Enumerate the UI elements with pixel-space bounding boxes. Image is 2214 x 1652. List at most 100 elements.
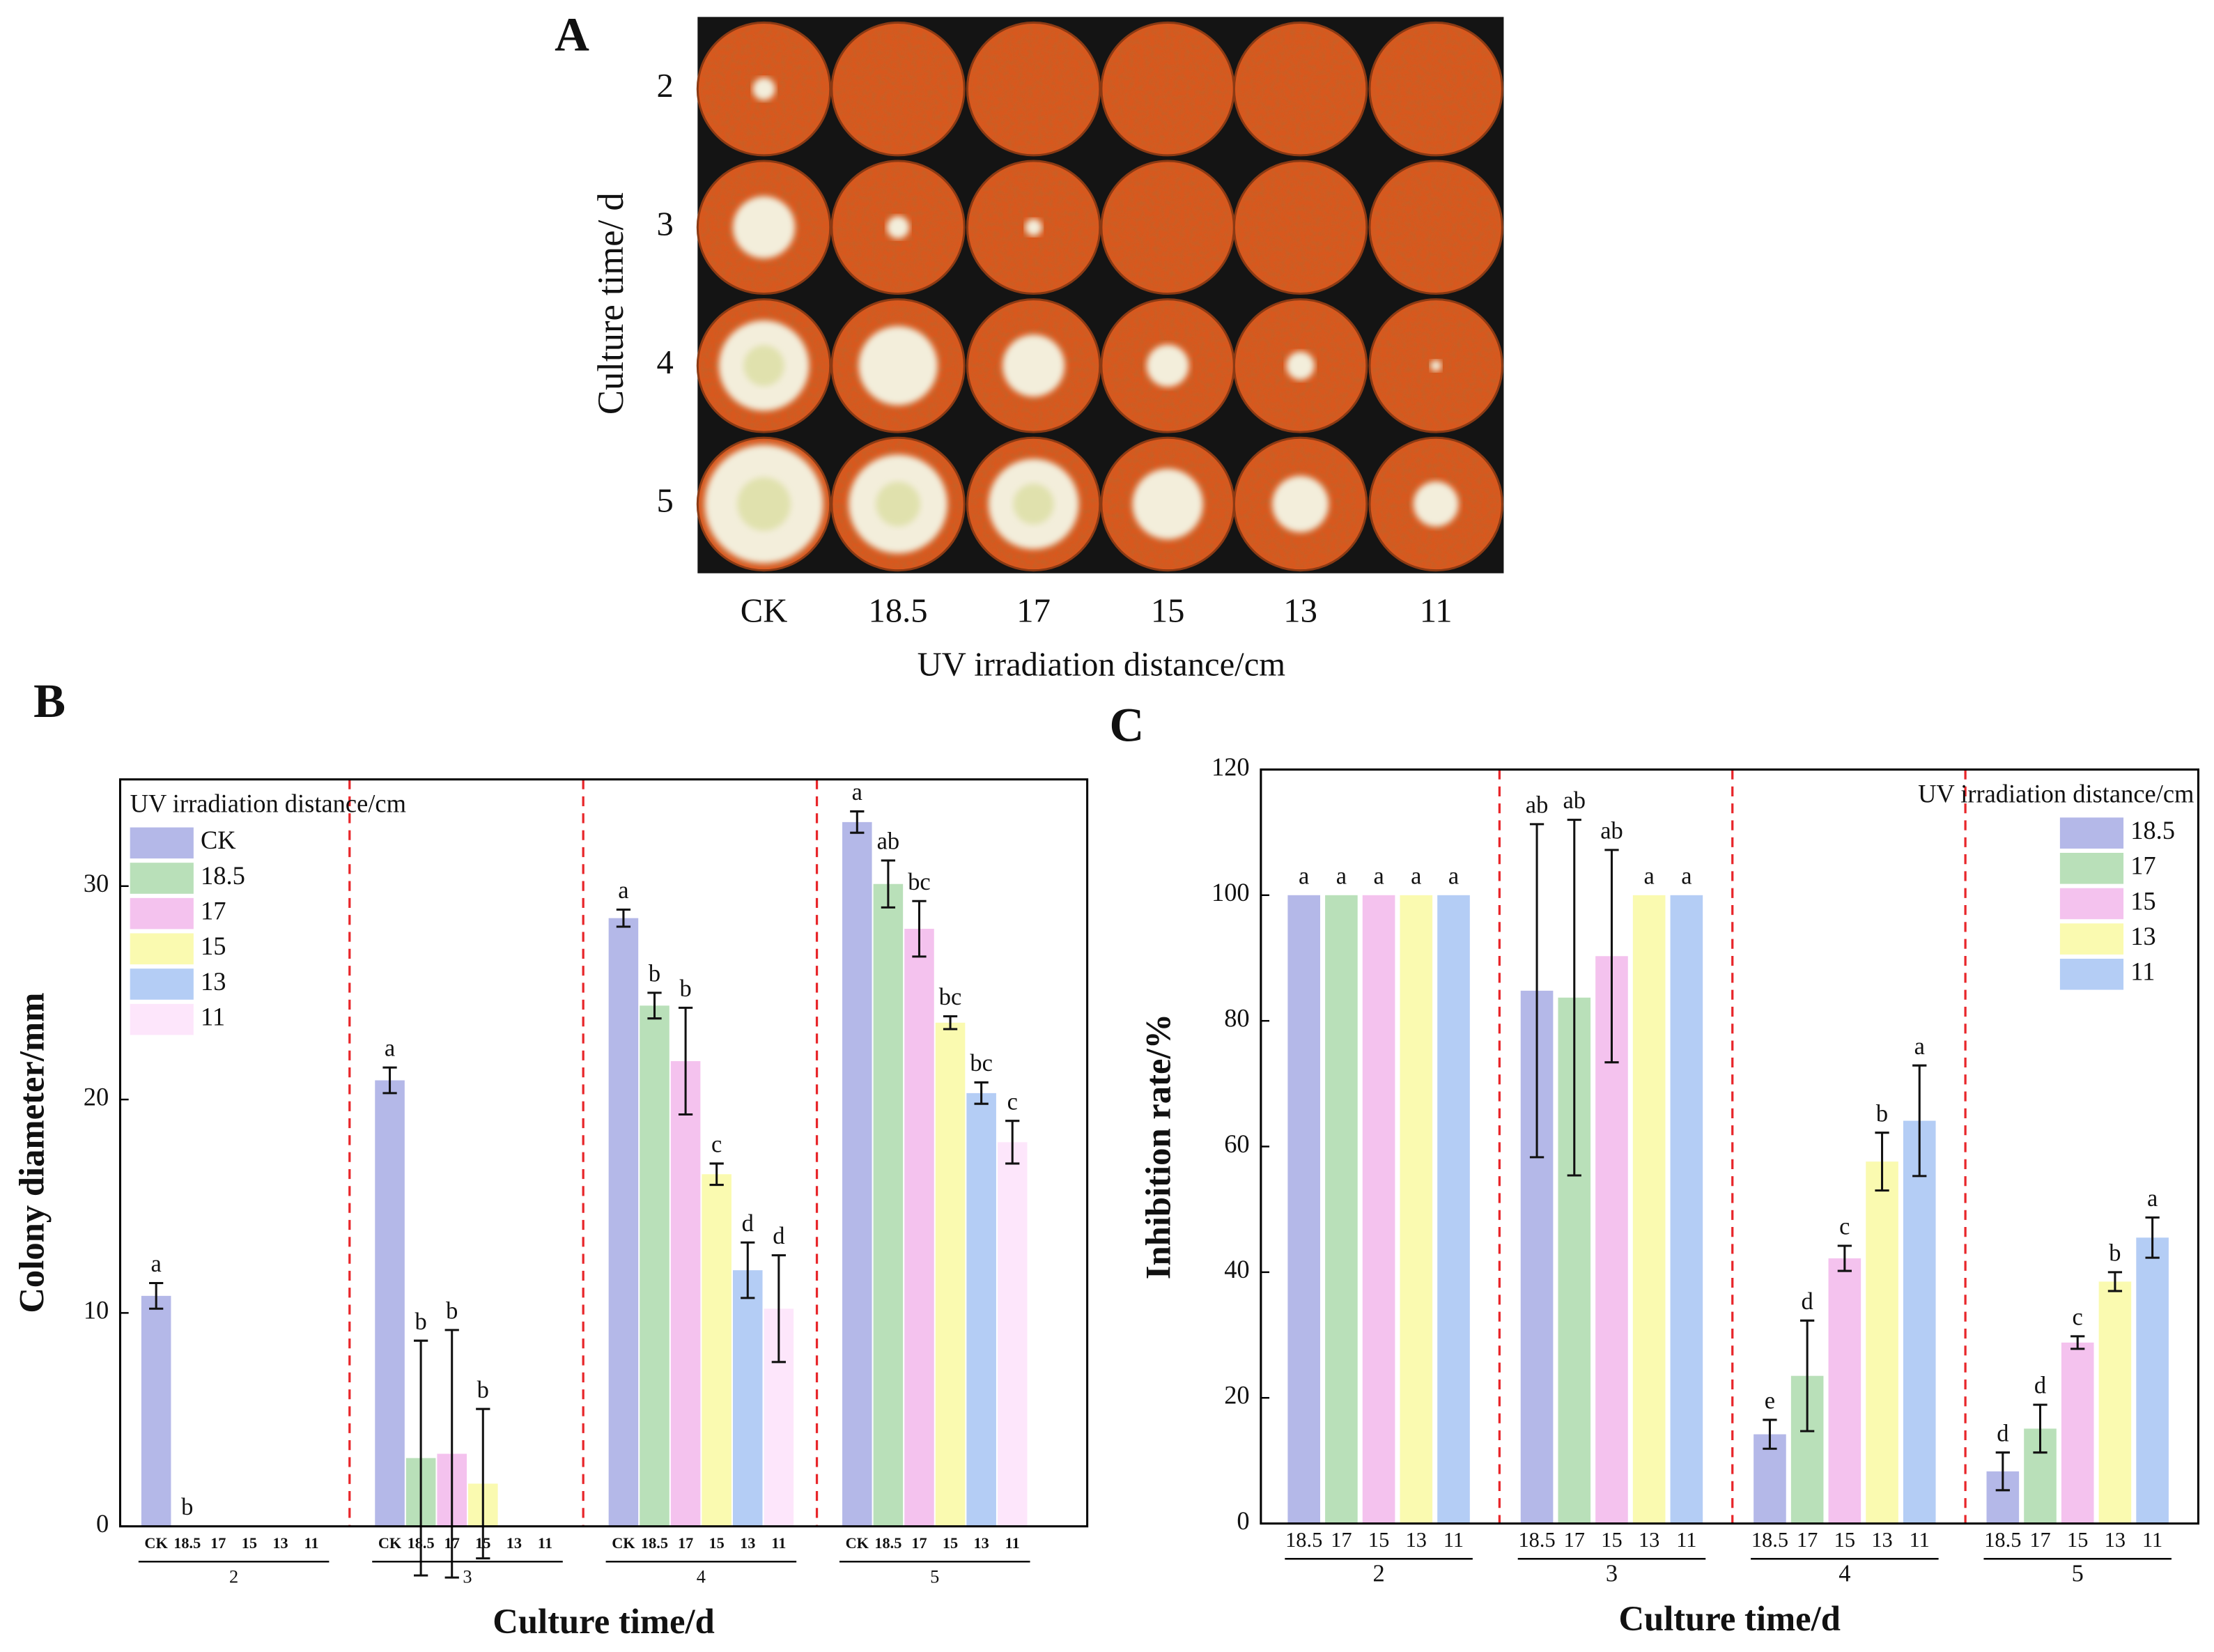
- row-label: 2: [657, 67, 674, 105]
- x-tick-label: 17: [2029, 1528, 2050, 1552]
- legend-label: 18.5: [2130, 817, 2175, 844]
- x-tick-label: 11: [1676, 1528, 1696, 1552]
- significance-label: a: [1411, 863, 1421, 889]
- x-tick-label: 18.5: [874, 1534, 901, 1552]
- x-tick-label: CK: [846, 1534, 869, 1552]
- significance-label: b: [477, 1377, 489, 1403]
- legend-swatch: [130, 827, 194, 859]
- bar: [1287, 895, 1321, 1524]
- colony: [1003, 334, 1065, 397]
- significance-label: a: [1448, 863, 1459, 889]
- group-label: 5: [2072, 1560, 2084, 1587]
- significance-label: e: [1765, 1387, 1775, 1414]
- x-tick-label: 13: [1639, 1528, 1659, 1552]
- significance-label: b: [679, 975, 691, 1002]
- x-tick-label: 13: [740, 1534, 755, 1552]
- error-bar: [1800, 1319, 1815, 1433]
- y-tick-label: 30: [84, 870, 109, 897]
- error-bar: [974, 1081, 989, 1105]
- significance-label: d: [2034, 1373, 2046, 1399]
- colony: [1146, 344, 1189, 387]
- error-bar: [1995, 1451, 2010, 1492]
- plot-frame: [1260, 768, 2200, 1525]
- legend-swatch: [2059, 817, 2124, 849]
- x-tick-label: 17: [210, 1534, 226, 1552]
- legend-swatch: [130, 863, 194, 894]
- bar: [1903, 1120, 1936, 1524]
- x-tick-label: 11: [2142, 1528, 2162, 1552]
- significance-label: d: [1997, 1420, 2008, 1446]
- group-label: 3: [1606, 1560, 1618, 1587]
- significance-label: d: [1802, 1288, 1813, 1315]
- error-bar: [1604, 849, 1619, 1064]
- bar: [842, 821, 872, 1527]
- error-bar: [881, 859, 896, 909]
- x-tick-label: 11: [538, 1534, 552, 1552]
- error-bar: [709, 1162, 724, 1187]
- bar: [702, 1174, 731, 1527]
- x-tick-label: 15: [2067, 1528, 2088, 1552]
- error-bar: [2033, 1403, 2047, 1454]
- colony: [752, 77, 775, 100]
- error-bar: [2070, 1335, 2085, 1350]
- error-bar: [1567, 819, 1581, 1177]
- x-tick-label: 15: [709, 1534, 725, 1552]
- x-tick-label: 15: [1368, 1528, 1389, 1552]
- y-tick-label: 80: [1224, 1005, 1249, 1033]
- colony-center: [743, 345, 784, 387]
- error-bar: [382, 1066, 397, 1095]
- y-tick-label: 60: [1224, 1130, 1249, 1158]
- bar: [966, 1093, 996, 1527]
- legend-label: 18.5: [201, 862, 245, 890]
- error-bar: [678, 1006, 693, 1116]
- colony: [858, 326, 938, 406]
- legend-swatch: [130, 933, 194, 965]
- significance-label: a: [1373, 863, 1384, 889]
- x-axis-label: Culture time/d: [493, 1602, 714, 1641]
- significance-label: c: [1839, 1214, 1850, 1240]
- panel-label: C: [1109, 699, 1144, 752]
- legend-label: 13: [2130, 923, 2155, 950]
- error-bar: [1763, 1419, 1777, 1450]
- plate-texture: [1372, 164, 1500, 291]
- colony-center: [1013, 484, 1054, 525]
- significance-label: a: [1681, 863, 1692, 889]
- photo-background: [697, 17, 1504, 573]
- y-tick-label: 20: [84, 1083, 109, 1111]
- plate-texture: [970, 25, 1097, 153]
- row-label: 3: [657, 205, 674, 242]
- x-tick-label: 11: [1005, 1534, 1020, 1552]
- x-tick-label: 15: [1601, 1528, 1622, 1552]
- x-tick-label: 18.5: [1518, 1528, 1555, 1552]
- significance-label: b: [1876, 1100, 1888, 1127]
- legend-label: 15: [201, 932, 226, 960]
- bar: [1866, 1161, 1898, 1524]
- bar: [1362, 895, 1395, 1524]
- group-label: 2: [229, 1567, 238, 1587]
- plate-texture: [1237, 164, 1364, 291]
- bar: [1670, 895, 1703, 1524]
- legend-label: 17: [2130, 852, 2155, 880]
- x-tick-label: CK: [144, 1534, 168, 1552]
- bar: [608, 918, 639, 1527]
- bar: [375, 1080, 405, 1527]
- bar: [935, 1022, 966, 1527]
- significance-label: bc: [908, 869, 931, 895]
- y-tick-label: 120: [1211, 753, 1250, 781]
- legend-label: 13: [201, 968, 226, 996]
- colony: [886, 216, 910, 239]
- column-label: 15: [1151, 592, 1185, 630]
- bar: [1828, 1258, 1861, 1524]
- panel-label: B: [33, 674, 65, 727]
- row-label: 4: [657, 343, 674, 381]
- group-label: 2: [1372, 1560, 1384, 1587]
- significance-label: b: [649, 961, 660, 987]
- significance-label: a: [385, 1035, 395, 1062]
- group-label: 4: [697, 1567, 706, 1587]
- colony: [1413, 481, 1459, 527]
- column-label: 17: [1016, 592, 1051, 630]
- colony: [1272, 475, 1329, 532]
- significance-label: d: [773, 1223, 784, 1249]
